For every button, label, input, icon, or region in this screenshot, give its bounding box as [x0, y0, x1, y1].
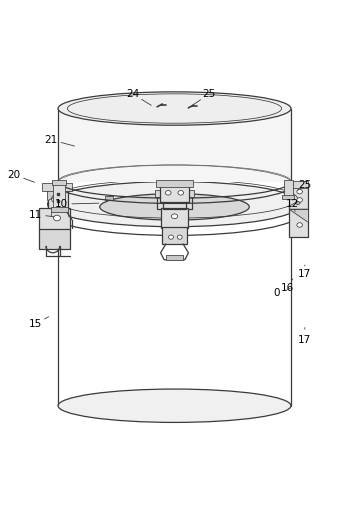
- Text: 17: 17: [298, 269, 311, 279]
- Ellipse shape: [169, 235, 173, 239]
- Bar: [166, 254, 183, 260]
- Bar: [58, 204, 291, 406]
- Bar: [290, 181, 307, 188]
- Text: 24: 24: [126, 89, 139, 99]
- Bar: [105, 196, 113, 200]
- Bar: [157, 196, 192, 209]
- Ellipse shape: [296, 202, 300, 204]
- Ellipse shape: [171, 214, 178, 219]
- Ellipse shape: [100, 194, 249, 220]
- Polygon shape: [155, 187, 194, 197]
- Bar: [51, 206, 68, 212]
- Ellipse shape: [297, 198, 303, 202]
- Polygon shape: [289, 209, 308, 221]
- Ellipse shape: [58, 92, 291, 125]
- Ellipse shape: [297, 223, 303, 227]
- Text: 25: 25: [203, 89, 216, 99]
- Ellipse shape: [53, 215, 60, 221]
- Bar: [53, 183, 65, 207]
- Bar: [289, 209, 308, 237]
- Bar: [156, 181, 193, 187]
- Bar: [284, 180, 293, 197]
- Text: 25: 25: [298, 180, 311, 190]
- Text: 16: 16: [281, 283, 294, 293]
- Text: 20: 20: [7, 170, 21, 180]
- Bar: [47, 190, 68, 211]
- Bar: [162, 227, 187, 244]
- Bar: [155, 189, 194, 197]
- Ellipse shape: [177, 235, 182, 239]
- Polygon shape: [47, 190, 68, 201]
- Ellipse shape: [47, 182, 302, 227]
- Bar: [58, 108, 291, 182]
- Ellipse shape: [58, 389, 291, 423]
- Text: 10: 10: [55, 199, 68, 209]
- Ellipse shape: [178, 190, 184, 195]
- Text: 15: 15: [29, 319, 42, 329]
- Ellipse shape: [55, 197, 61, 203]
- Bar: [282, 196, 295, 199]
- Text: 0: 0: [274, 288, 280, 298]
- Bar: [39, 229, 70, 249]
- Bar: [289, 187, 308, 209]
- Bar: [43, 183, 72, 191]
- Bar: [52, 180, 66, 185]
- Bar: [161, 207, 188, 229]
- Ellipse shape: [297, 189, 303, 194]
- Bar: [160, 183, 189, 202]
- Text: 21: 21: [44, 135, 58, 145]
- Text: 17: 17: [298, 335, 311, 345]
- Bar: [39, 207, 70, 230]
- Ellipse shape: [165, 190, 171, 195]
- Text: 11: 11: [29, 209, 42, 219]
- Text: 12: 12: [286, 199, 299, 209]
